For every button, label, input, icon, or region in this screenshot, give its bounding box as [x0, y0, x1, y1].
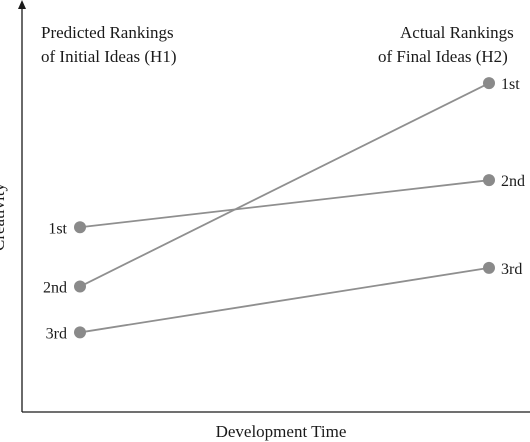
point-start-1 — [74, 221, 86, 234]
start-rank-label-2: 2nd — [43, 280, 67, 297]
series-line-1 — [79, 179, 490, 229]
axes — [18, 0, 530, 413]
point-start-2 — [74, 280, 86, 293]
series-line-2 — [79, 82, 490, 288]
left-header-line2: of Initial Ideas (H1) — [41, 47, 176, 66]
series-layer: 1st 2nd 2nd 1st 3rd 3rd — [43, 76, 525, 342]
start-rank-label-1: 1st — [48, 220, 67, 237]
end-rank-label-1: 2nd — [501, 173, 525, 190]
point-end-1 — [483, 174, 495, 187]
right-header-line1: Actual Rankings — [400, 23, 514, 42]
left-header-line1: Predicted Rankings — [41, 23, 174, 42]
point-end-2 — [483, 77, 495, 90]
y-axis-label: Creativity — [0, 183, 8, 251]
point-end-3 — [483, 261, 495, 274]
right-header-line2: of Final Ideas (H2) — [378, 47, 508, 66]
end-rank-label-2: 1st — [501, 76, 520, 93]
start-rank-label-3: 3rd — [46, 325, 67, 342]
series-line-3 — [79, 266, 490, 334]
end-rank-label-3: 3rd — [501, 261, 522, 278]
y-axis-arrowhead — [18, 0, 26, 9]
point-start-3 — [74, 326, 86, 339]
x-axis-label: Development Time — [216, 422, 347, 441]
